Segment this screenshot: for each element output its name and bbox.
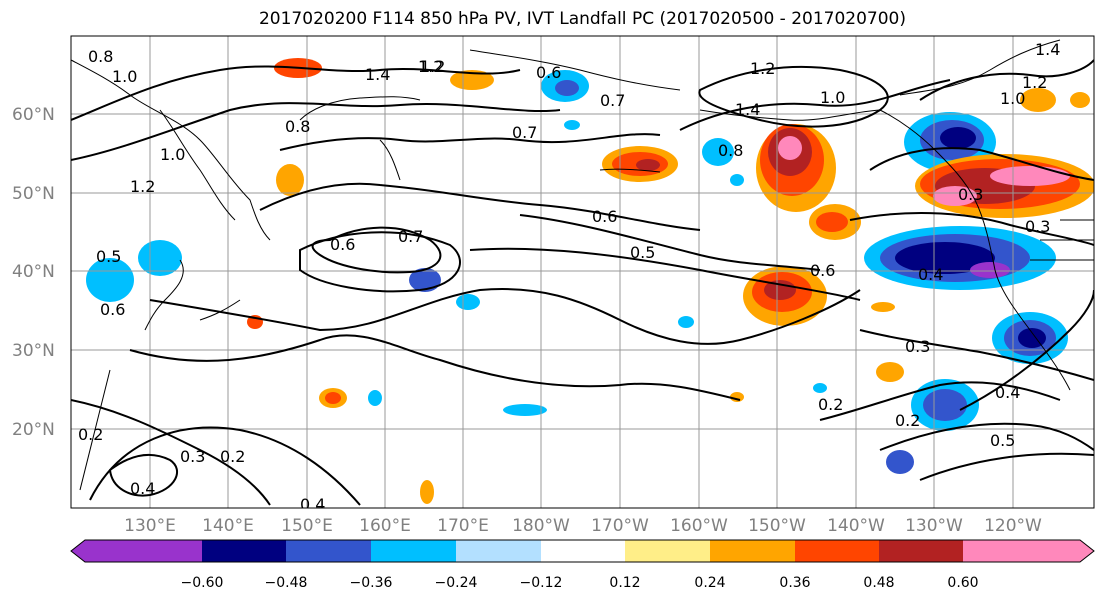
contour-label: 0.6: [100, 300, 125, 319]
lon-label: 150°W: [748, 516, 806, 536]
contour-label: 0.4: [130, 479, 155, 498]
lon-label: 170°W: [591, 516, 649, 536]
contour-label: 0.4: [918, 265, 943, 284]
lon-label: 150°E: [281, 516, 333, 536]
contour-label: 0.4: [995, 383, 1020, 402]
colorbar-label: −0.36: [350, 575, 393, 591]
colorbar-swatch: [963, 540, 1080, 562]
contour-label: 0.5: [630, 243, 655, 262]
contour-label: 1.4: [735, 100, 760, 119]
lon-label: 140°W: [827, 516, 885, 536]
colorbar-outline: [70, 539, 1095, 563]
contour-label: 0.3: [905, 337, 930, 356]
contour-label: 0.2: [220, 447, 245, 466]
contour-label: 0.3: [958, 185, 983, 204]
contour-label: 0.7: [398, 227, 423, 246]
colorbar-extend-right: [1080, 540, 1094, 562]
contour-labels: 0.8 1.0 1.2 1.4 1.2 0.8 0.7 0.6 0.7 0.8 …: [78, 40, 1060, 514]
colorbar-swatch: [710, 540, 795, 562]
contour-label: 0.7: [600, 91, 625, 110]
contour-label: 0.8: [88, 47, 113, 66]
colorbar-swatch: [286, 540, 371, 562]
colorbar-label: 0.48: [863, 575, 894, 591]
lat-label: 60°N: [12, 105, 55, 125]
contour-label: 0.2: [895, 411, 920, 430]
lat-label: 30°N: [12, 341, 55, 361]
longitude-labels: 130°E 140°E 150°E 160°E 170°E 180°W 170°…: [124, 516, 1042, 536]
contour-label: 1.4: [1035, 40, 1060, 59]
lon-label: 170°E: [437, 516, 489, 536]
colorbar-label: 0.24: [694, 575, 725, 591]
contour-label: 0.7: [512, 123, 537, 142]
colorbar-extend-left: [71, 540, 85, 562]
contour-label: 1.0: [160, 145, 185, 164]
ivt-pc-shading: [86, 58, 1094, 504]
contour-label: 0.5: [96, 247, 121, 266]
contour-label: 0.8: [285, 117, 310, 136]
latitude-labels: 60°N 50°N 40°N 30°N 20°N: [12, 105, 55, 440]
lon-label: 130°W: [905, 516, 963, 536]
colorbar-label: 0.60: [947, 575, 978, 591]
contour-label: 0.6: [592, 207, 617, 226]
contour-label: 1.2: [750, 59, 775, 78]
contour-label: 1.2: [420, 57, 445, 76]
lat-label: 20°N: [12, 420, 55, 440]
map-title: 2017020200 F114 850 hPa PV, IVT Landfall…: [258, 9, 906, 29]
lon-label: 160°W: [670, 516, 728, 536]
colorbar-swatch: [371, 540, 456, 562]
contour-label: 1.2: [1022, 73, 1047, 92]
lon-label: 130°E: [124, 516, 176, 536]
contour-label: 0.2: [818, 395, 843, 414]
colorbar-label: −0.48: [265, 575, 308, 591]
contour-label: 0.6: [536, 63, 561, 82]
lat-label: 40°N: [12, 262, 55, 282]
contour-label: 1.2: [130, 177, 155, 196]
colorbar-swatch: [85, 540, 202, 562]
colorbar-swatch: [202, 540, 286, 562]
contour-label: 1.0: [1000, 89, 1025, 108]
colorbar-swatch: [879, 540, 963, 562]
colorbar: −0.60 −0.48 −0.36 −0.24 −0.12 0.12 0.24 …: [70, 539, 1095, 591]
pv-contours: [71, 59, 1094, 506]
lon-label: 120°W: [984, 516, 1042, 536]
colorbar-swatch: [795, 540, 879, 562]
lat-label: 50°N: [12, 184, 55, 204]
lon-label: 160°E: [359, 516, 411, 536]
lon-label: 140°E: [202, 516, 254, 536]
map-frame: [70, 35, 1095, 509]
contour-label: 0.8: [718, 141, 743, 160]
contour-label: 0.6: [330, 235, 355, 254]
contour-label: 0.6: [810, 261, 835, 280]
contour-label: 0.3: [180, 447, 205, 466]
colorbar-label: −0.60: [181, 575, 224, 591]
contour-label: 0.4: [300, 495, 325, 514]
contour-label: 1.0: [112, 67, 137, 86]
contour-label: 0.5: [990, 431, 1015, 450]
contour-label: 1.4: [365, 65, 390, 84]
colorbar-swatch: [541, 540, 625, 562]
colorbar-label: 0.12: [609, 575, 640, 591]
colorbar-swatch: [456, 540, 541, 562]
colorbar-label: −0.12: [520, 575, 563, 591]
contour-label: 1.0: [820, 88, 845, 107]
lon-label: 180°W: [512, 516, 570, 536]
coastlines: [71, 39, 1094, 491]
contour-label: 1.2: [418, 57, 443, 76]
contour-label: 0.3: [1025, 217, 1050, 236]
colorbar-label: 0.36: [779, 575, 810, 591]
colorbar-label: −0.24: [435, 575, 478, 591]
colorbar-swatch: [625, 540, 710, 562]
contour-label: 0.2: [78, 425, 103, 444]
